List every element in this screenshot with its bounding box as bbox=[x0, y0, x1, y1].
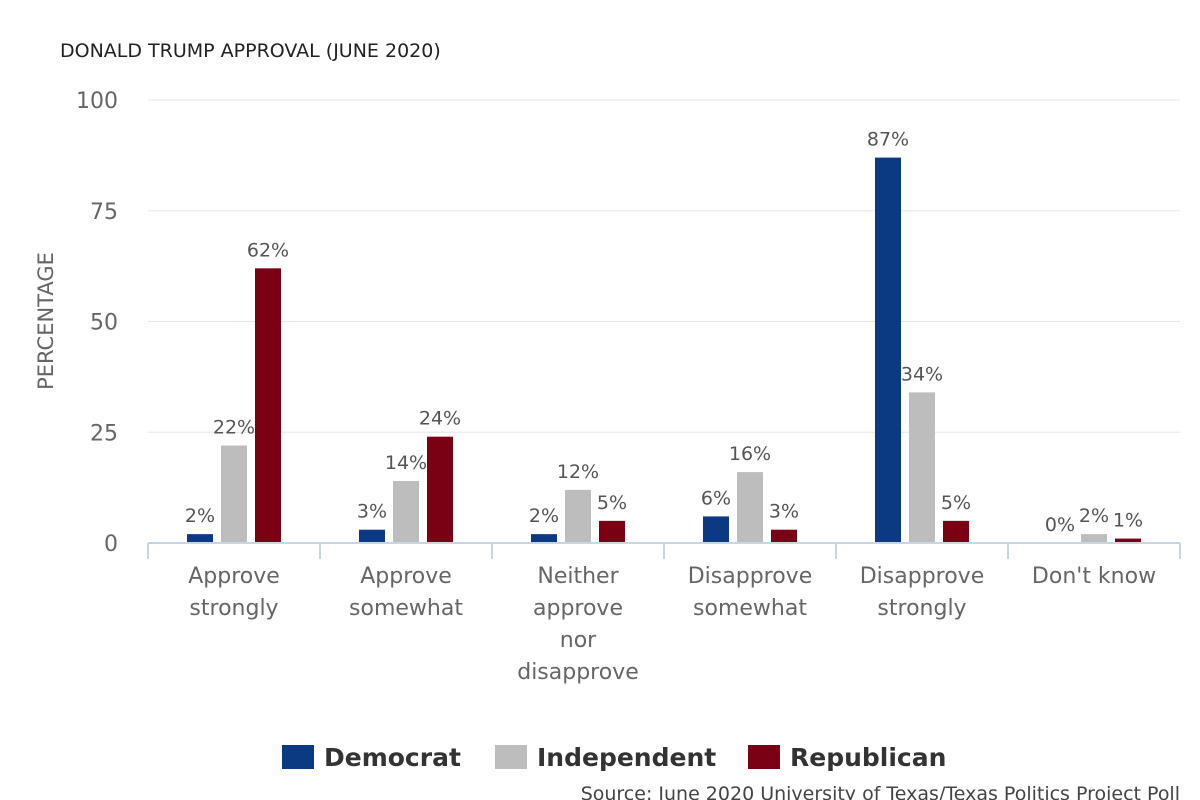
y-tick-label: 100 bbox=[76, 89, 118, 114]
x-tick-label-line: strongly bbox=[189, 596, 278, 621]
data-label: 0% bbox=[1045, 514, 1075, 536]
bar-republican bbox=[1115, 538, 1141, 543]
data-label: 2% bbox=[529, 505, 559, 527]
bar-republican bbox=[943, 520, 969, 543]
bar-independent bbox=[565, 489, 591, 543]
legend-label-democrat: Democrat bbox=[324, 743, 461, 772]
bar-independent bbox=[221, 445, 247, 543]
legend-swatch-republican bbox=[748, 745, 780, 769]
x-tick-label-line: somewhat bbox=[349, 596, 463, 621]
data-label: 2% bbox=[1079, 505, 1109, 527]
x-tick-label-line: nor bbox=[560, 628, 597, 653]
x-tick-label-line: Approve bbox=[188, 564, 280, 589]
source-note: Source: June 2020 University of Texas/Te… bbox=[581, 783, 1180, 800]
bar-democrat bbox=[875, 157, 901, 543]
data-label: 34% bbox=[901, 363, 943, 385]
bar-independent bbox=[737, 472, 763, 543]
data-label: 3% bbox=[769, 501, 799, 523]
x-tick-label: Approve strongly bbox=[188, 564, 280, 621]
data-label: 87% bbox=[867, 129, 909, 151]
x-tick-label-line: somewhat bbox=[693, 596, 807, 621]
y-tick-label: 75 bbox=[90, 200, 118, 225]
bar-democrat bbox=[531, 534, 557, 543]
x-tick-label-line: Don't know bbox=[1032, 564, 1156, 589]
y-tick-label: 50 bbox=[90, 311, 118, 336]
bar-democrat bbox=[359, 529, 385, 543]
data-label: 3% bbox=[357, 501, 387, 523]
legend-label-republican: Republican bbox=[790, 743, 946, 772]
x-tick-label: Disapprove somewhat bbox=[688, 564, 813, 621]
bar-democrat bbox=[187, 534, 213, 543]
data-label: 16% bbox=[729, 443, 771, 465]
data-labels: 2% 3% 2% 6% 87% 0% 22% 14% 12% 16% 34% 2% 62% 24% 5% 3%… bbox=[185, 129, 1143, 536]
legend: Democrat Independent Republican bbox=[282, 743, 946, 772]
x-tick-label-line: strongly bbox=[877, 596, 966, 621]
data-label: 5% bbox=[941, 492, 971, 514]
bar-independent bbox=[393, 480, 419, 543]
data-label: 62% bbox=[247, 239, 289, 261]
bar-democrat bbox=[703, 516, 729, 543]
x-tick-label-line: Approve bbox=[360, 564, 452, 589]
y-tick-label: 25 bbox=[90, 421, 118, 446]
bar-republican bbox=[599, 520, 625, 543]
y-tick-label: 0 bbox=[104, 532, 118, 557]
bar-republican bbox=[771, 529, 797, 543]
x-tick-label: Disapprove strongly bbox=[860, 564, 985, 621]
x-tick-label: Don't know bbox=[1032, 564, 1156, 589]
x-tick-label-line: Neither bbox=[537, 564, 619, 589]
chart-title: DONALD TRUMP APPROVAL (JUNE 2020) bbox=[60, 40, 441, 62]
bar-independent bbox=[1081, 534, 1107, 543]
legend-swatch-independent bbox=[495, 745, 527, 769]
x-tick-label-line: Disapprove bbox=[860, 564, 985, 589]
y-axis-ticks: 0 25 50 75 100 bbox=[76, 89, 118, 557]
bar-independent bbox=[909, 392, 935, 543]
x-tick-label-line: disapprove bbox=[517, 660, 639, 685]
data-label: 12% bbox=[557, 461, 599, 483]
data-label: 22% bbox=[213, 417, 255, 439]
x-tick-label-line: Disapprove bbox=[688, 564, 813, 589]
data-label: 2% bbox=[185, 505, 215, 527]
data-label: 1% bbox=[1113, 510, 1143, 532]
x-tick-label: Neither approve nor disapprove bbox=[517, 564, 639, 685]
data-label: 6% bbox=[701, 487, 731, 509]
data-label: 5% bbox=[597, 492, 627, 514]
bar-republican bbox=[255, 268, 281, 543]
bar-republican bbox=[427, 436, 453, 543]
legend-label-independent: Independent bbox=[537, 743, 716, 772]
x-tick-label: Approve somewhat bbox=[349, 564, 463, 621]
x-tick-label-line: approve bbox=[533, 596, 623, 621]
gridlines bbox=[148, 99, 1180, 433]
x-axis: Approve strongly Approve somewhat Neither app… bbox=[147, 542, 1181, 685]
data-label: 14% bbox=[385, 452, 427, 474]
data-label: 24% bbox=[419, 408, 461, 430]
legend-swatch-democrat bbox=[282, 745, 314, 769]
bars bbox=[187, 157, 1141, 543]
y-axis-label: PERCENTAGE bbox=[34, 252, 58, 390]
